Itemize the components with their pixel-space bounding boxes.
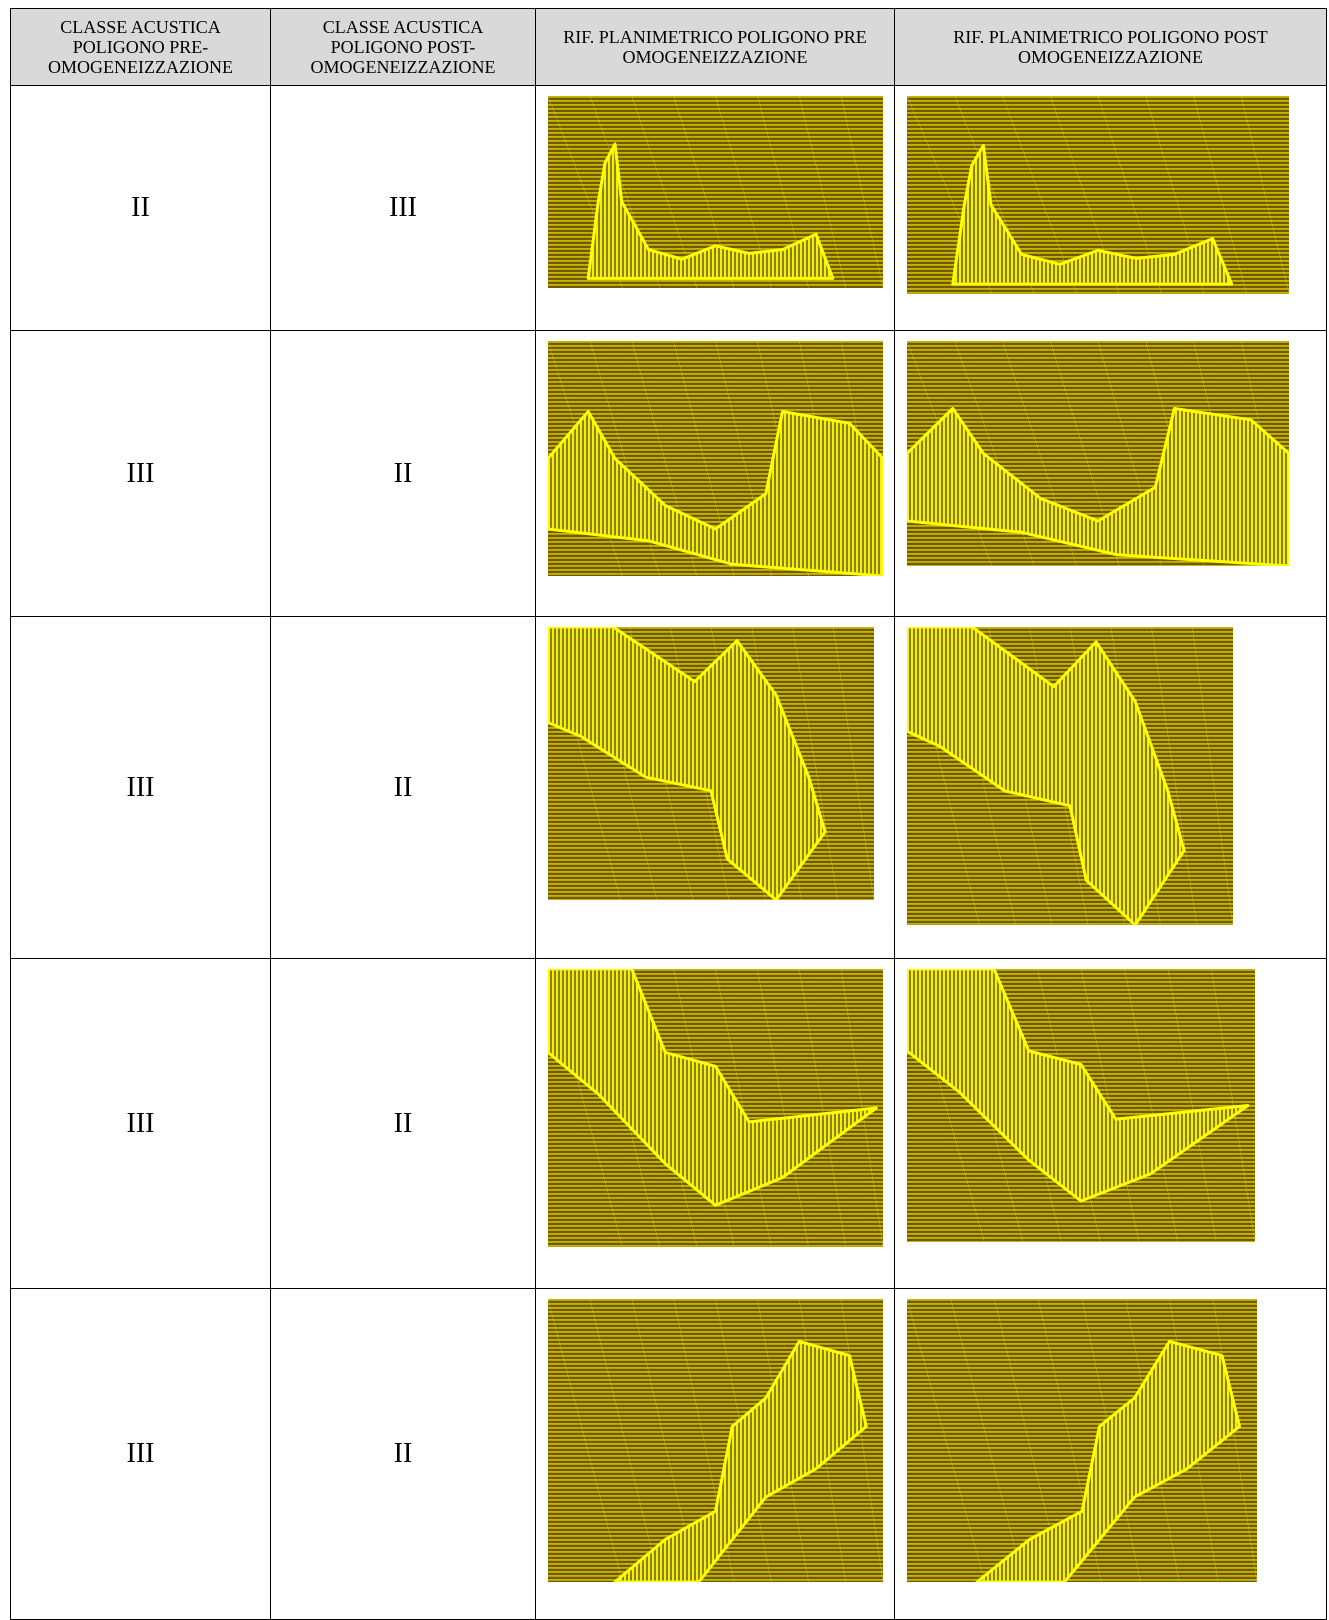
image-cell — [536, 1289, 895, 1620]
image-cell — [895, 86, 1327, 331]
class-cell: III — [11, 1289, 271, 1620]
map-image — [907, 341, 1289, 566]
image-cell — [895, 959, 1327, 1289]
map-image — [548, 341, 883, 576]
image-cell — [536, 617, 895, 959]
class-cell: III — [11, 617, 271, 959]
map-image — [907, 1299, 1257, 1582]
map-image — [907, 96, 1289, 294]
header-row: CLASSE ACUSTICA POLIGONO PRE-OMOGENEIZZA… — [11, 9, 1327, 86]
class-cell: II — [271, 1289, 536, 1620]
class-cell: II — [271, 959, 536, 1289]
map-image — [907, 969, 1255, 1242]
image-cell — [895, 617, 1327, 959]
header-cell: CLASSE ACUSTICA POLIGONO POST-OMOGENEIZZ… — [271, 9, 536, 86]
class-cell: II — [271, 331, 536, 617]
map-image — [907, 627, 1233, 925]
image-cell — [895, 1289, 1327, 1620]
class-cell: III — [271, 86, 536, 331]
image-cell — [536, 959, 895, 1289]
image-cell — [536, 331, 895, 617]
map-image — [548, 969, 883, 1247]
class-cell: III — [11, 331, 271, 617]
map-image — [548, 1299, 883, 1582]
page: CLASSE ACUSTICA POLIGONO PRE-OMOGENEIZZA… — [0, 0, 1329, 1619]
comparison-table: CLASSE ACUSTICA POLIGONO PRE-OMOGENEIZZA… — [10, 8, 1327, 1620]
image-cell — [536, 86, 895, 331]
map-image — [548, 627, 874, 900]
class-cell: II — [11, 86, 271, 331]
class-cell: II — [271, 617, 536, 959]
class-cell: III — [11, 959, 271, 1289]
header-cell: RIF. PLANIMETRICO POLIGONO POST OMOGENEI… — [895, 9, 1327, 86]
header-cell: RIF. PLANIMETRICO POLIGONO PRE OMOGENEIZ… — [536, 9, 895, 86]
map-image — [548, 96, 883, 288]
image-cell — [895, 331, 1327, 617]
header-cell: CLASSE ACUSTICA POLIGONO PRE-OMOGENEIZZA… — [11, 9, 271, 86]
